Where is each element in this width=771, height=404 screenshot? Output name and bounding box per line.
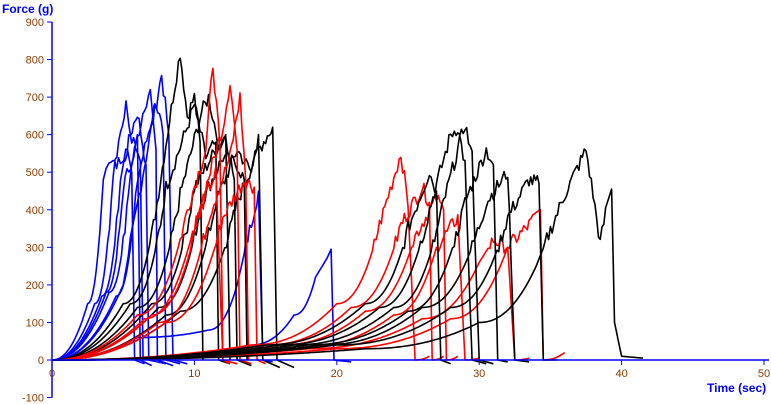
- x-tick-label: 30: [473, 368, 485, 380]
- y-tick-label: 400: [26, 205, 44, 217]
- series-line-blue-6: [52, 145, 144, 361]
- y-tick-label: 500: [26, 167, 44, 179]
- x-tick-label: 50: [758, 368, 770, 380]
- y-axis-label: Force (g): [2, 2, 53, 16]
- series-line-red-20: [52, 165, 231, 365]
- series-line-red-21: [52, 156, 430, 361]
- y-tick-label: 100: [26, 317, 44, 329]
- x-tick-label: 0: [49, 368, 55, 380]
- y-tick-label: 800: [26, 55, 44, 67]
- axes: -100 0 100 200 300 400 500 600 700 800 900 0 10 20 30 4…: [22, 17, 770, 404]
- y-tick-label: -100: [22, 393, 44, 404]
- series-line-red-19: [52, 179, 266, 365]
- y-tick-label: 300: [26, 242, 44, 254]
- y-tick-label: 0: [38, 355, 44, 367]
- series-line-black-9: [52, 57, 204, 361]
- series-layer: [51, 57, 644, 369]
- y-tick-label: 900: [26, 17, 44, 29]
- series-line-black-10: [52, 103, 231, 365]
- series-line-red-16: [52, 67, 238, 365]
- x-axis-label: Time (sec): [707, 381, 766, 395]
- x-tick-label: 20: [331, 368, 343, 380]
- y-tick-label: 600: [26, 130, 44, 142]
- x-tick-label: 10: [188, 368, 200, 380]
- series-line-red-25: [52, 236, 530, 361]
- series-line-blue-5: [52, 74, 188, 365]
- series-line-black-33: [52, 148, 644, 361]
- y-tick-label: 700: [26, 92, 44, 104]
- y-tick-label: 200: [26, 280, 44, 292]
- x-tick-label: 40: [615, 368, 627, 380]
